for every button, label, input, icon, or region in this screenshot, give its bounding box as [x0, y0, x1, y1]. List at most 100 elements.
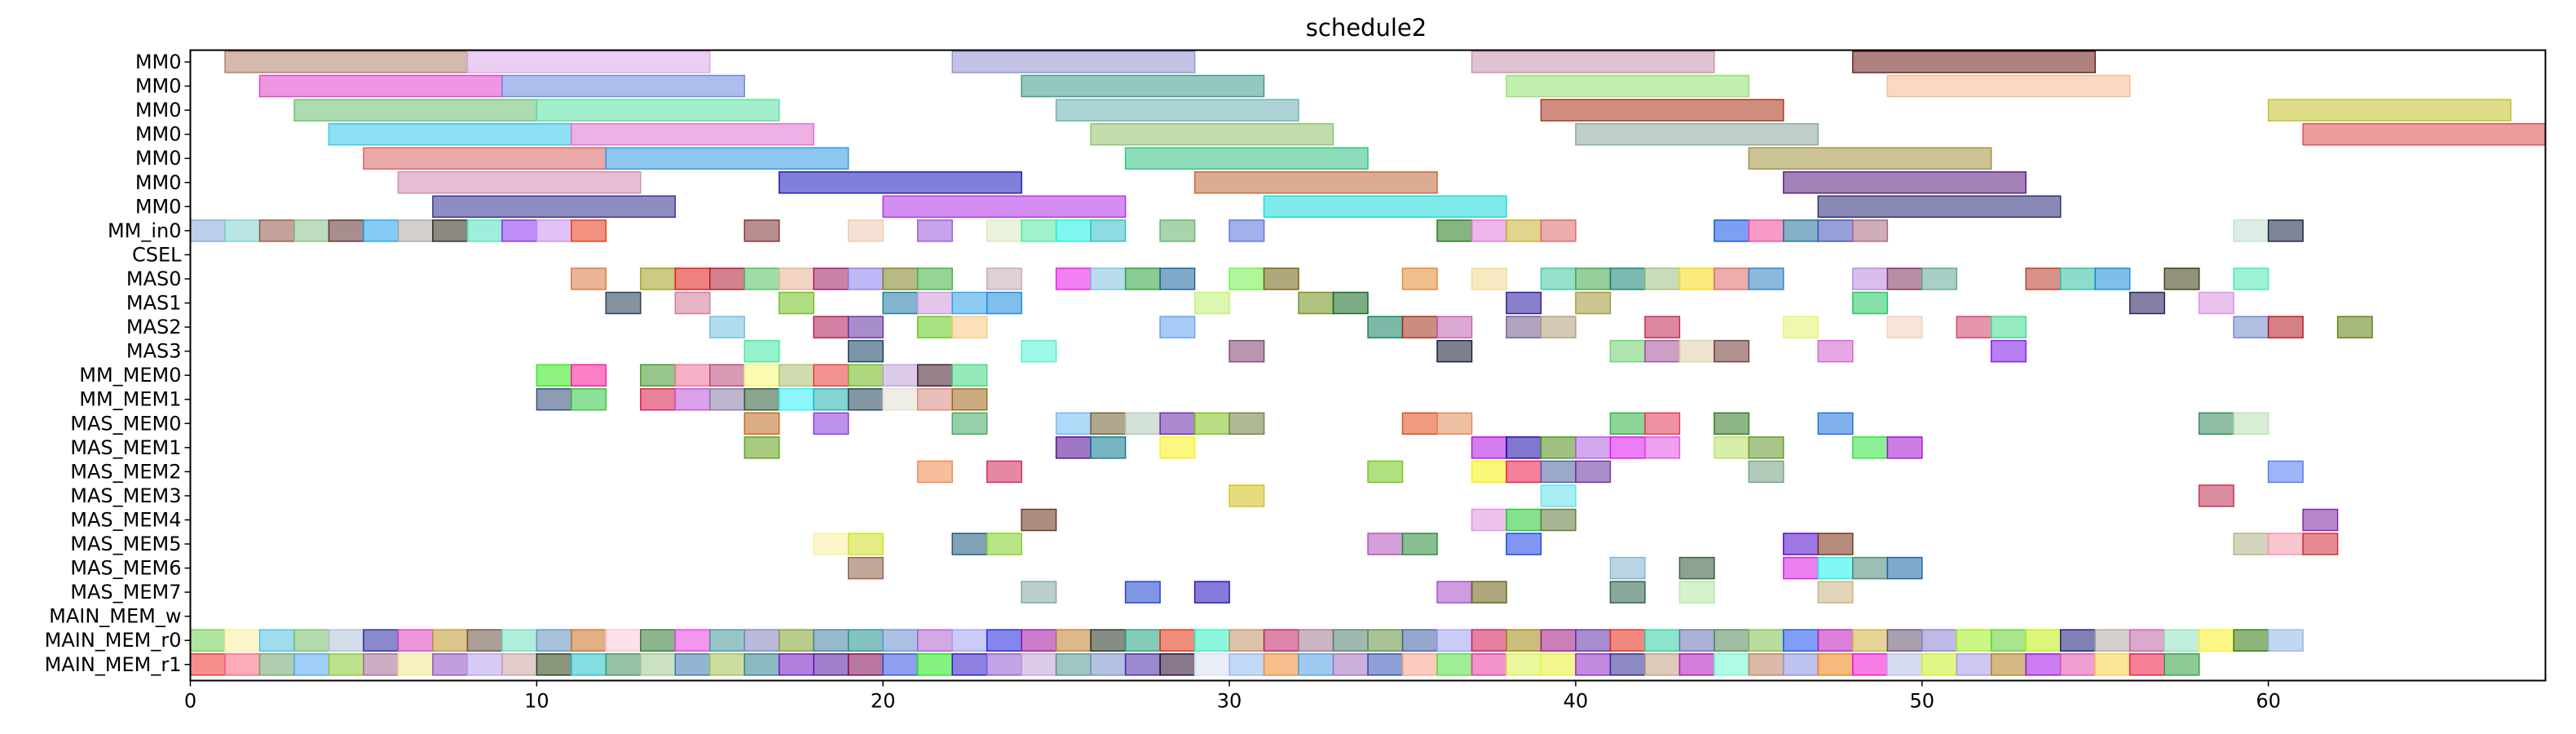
y-tick-label: MAS1 [126, 292, 182, 315]
task-bar [1021, 74, 1265, 98]
task-bar [2233, 412, 2269, 436]
task-bar [1159, 412, 1196, 436]
task-bar [328, 629, 364, 652]
task-bar [2267, 316, 2304, 338]
task-bar [1540, 484, 1577, 507]
task-bar [571, 268, 607, 290]
task-bar [363, 629, 399, 652]
y-tick-label: MAS_MEM2 [70, 460, 181, 483]
task-bar [1055, 412, 1092, 436]
task-bar [640, 387, 677, 411]
task-bar [1090, 268, 1127, 290]
task-bar [1159, 268, 1196, 290]
y-tick-label: MM0 [135, 75, 182, 98]
task-bar [1021, 653, 1057, 676]
task-bar [882, 268, 919, 290]
task-bar [1575, 268, 1612, 290]
task-bar [1852, 629, 1889, 652]
task-bar [1678, 629, 1715, 652]
task-bar [986, 533, 1022, 555]
task-bar [779, 268, 815, 290]
task-bar [1263, 195, 1507, 219]
task-bar [363, 653, 399, 676]
task-bar [779, 364, 815, 387]
task-bar [1783, 533, 1820, 555]
task-bar [674, 629, 711, 652]
task-bar [224, 51, 469, 73]
task-bar [674, 364, 711, 387]
task-bar [1609, 581, 1646, 604]
task-bar [847, 219, 884, 242]
task-bar [1817, 412, 1854, 436]
task-bar [882, 629, 919, 652]
task-bar [1332, 629, 1369, 652]
task-bar [1436, 339, 1473, 363]
task-bar [189, 653, 226, 676]
task-bar [1332, 291, 1369, 315]
y-tick-label: MAIN_MEM_w [49, 605, 181, 628]
task-bar [571, 629, 607, 652]
task-bar [501, 74, 746, 98]
task-bar [1783, 653, 1820, 676]
task-bar [1990, 339, 2027, 363]
task-bar [1644, 316, 1681, 338]
task-bar [709, 387, 746, 411]
task-bar [1609, 268, 1646, 290]
task-bar [847, 364, 884, 387]
task-bar [258, 653, 295, 676]
x-tick-label: 30 [1217, 690, 1242, 713]
task-bar [916, 268, 953, 290]
task-bar [951, 533, 988, 555]
task-bar [397, 219, 434, 242]
task-bar [1609, 339, 1646, 363]
task-bar [466, 219, 503, 242]
y-tick-label: MAS_MEM1 [70, 436, 181, 459]
task-bar [640, 653, 677, 676]
task-bar [501, 653, 538, 676]
task-bar [951, 412, 988, 436]
task-bar [1367, 653, 1404, 676]
y-axis: MM0MM0MM0MM0MM0MM0MM0MM_in0CSELMAS0MAS1M… [45, 51, 191, 676]
task-bar [293, 653, 330, 676]
task-bar [813, 316, 849, 338]
task-bar [1090, 629, 1127, 652]
y-tick-label: MAS0 [126, 268, 182, 290]
y-tick-label: MM0 [135, 147, 182, 170]
task-bar [1644, 339, 1681, 363]
task-bar [916, 387, 953, 411]
task-bar [2267, 99, 2512, 122]
task-bar [1124, 581, 1161, 604]
task-bar [1783, 219, 1820, 242]
task-bar [1678, 556, 1715, 580]
task-bar [1124, 629, 1161, 652]
y-tick-label: MM_MEM1 [79, 388, 181, 411]
task-bar [1644, 629, 1681, 652]
y-tick-label: MAS_MEM0 [70, 412, 181, 435]
task-bar [1506, 508, 1542, 532]
task-bar [293, 219, 330, 242]
task-bar [1540, 436, 1577, 459]
task-bar [1506, 436, 1542, 459]
task-bar [1193, 412, 1230, 436]
task-bar [986, 219, 1022, 242]
task-bar [293, 629, 330, 652]
task-bar [1748, 460, 1784, 484]
task-bar [501, 629, 538, 652]
task-bar [1401, 653, 1438, 676]
task-bar [1401, 268, 1438, 290]
task-bar [1193, 581, 1230, 604]
task-bar [674, 653, 711, 676]
task-bar [1471, 219, 1507, 242]
task-bar [1678, 653, 1715, 676]
task-bar [1540, 460, 1577, 484]
task-bar [1886, 556, 1923, 580]
task-bar [1228, 268, 1265, 290]
task-bar [1506, 533, 1542, 555]
task-bar [224, 219, 261, 242]
task-bar [1921, 653, 1958, 676]
task-bar [779, 387, 815, 411]
task-bar [1471, 460, 1507, 484]
task-bar [1367, 629, 1404, 652]
task-bar [813, 533, 849, 555]
